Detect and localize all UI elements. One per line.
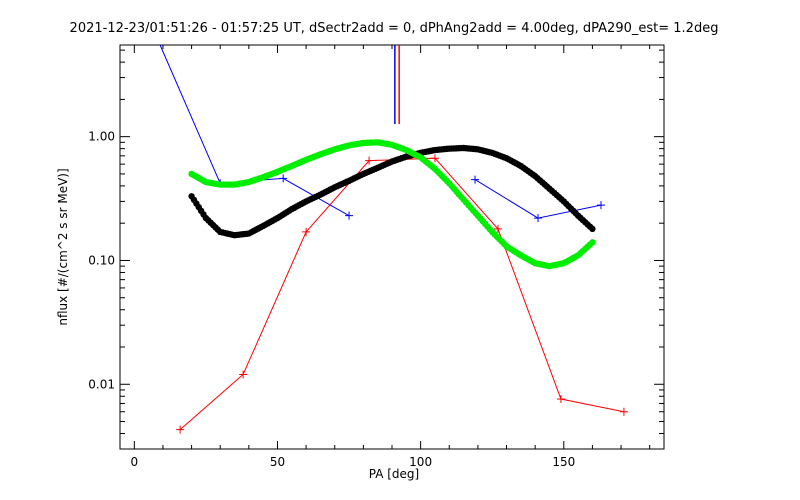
data-point-plus [619,407,628,416]
y-tick-label: 1.00 [88,130,115,144]
series-0 [159,44,606,223]
series-line [159,44,350,217]
data-point-plus [239,370,248,379]
data-point-plus [471,175,480,184]
x-tick-label: 50 [270,455,285,469]
data-point-plus [556,395,565,404]
data-point-plus [345,211,354,220]
plot-frame [119,44,665,450]
y-tick-label: 0.10 [88,253,115,267]
x-tick-label: 150 [552,455,575,469]
data-point-plus [534,214,543,223]
series-2 [188,144,596,239]
x-tick-label: 100 [409,455,432,469]
y-axis: 0.01 0.10 1.00 [88,49,664,450]
series-line [474,179,602,219]
y-tick-label: 0.01 [88,377,115,391]
data-point-plus [279,174,288,183]
x-tick-label: 0 [130,455,138,469]
marker-layer [394,45,400,124]
data-point-plus [302,227,311,236]
data-point-plus [176,425,185,434]
x-axis: 0 50 100 150 [130,45,651,469]
data-point-dot [589,239,596,246]
data-point-plus [493,224,502,233]
y-axis-label: nflux [#/(cm^2 s sr MeV)] [56,168,70,325]
data-point-dot [589,225,596,233]
chart-title: 2021-12-23/01:51:26 - 01:57:25 UT, dSect… [70,21,719,36]
x-axis-label: PA [deg] [369,467,419,481]
data-point-plus [597,201,606,210]
data-point-plus [430,154,439,163]
series-3 [188,139,596,270]
series-layer [159,44,628,434]
data-point-plus [365,156,374,165]
